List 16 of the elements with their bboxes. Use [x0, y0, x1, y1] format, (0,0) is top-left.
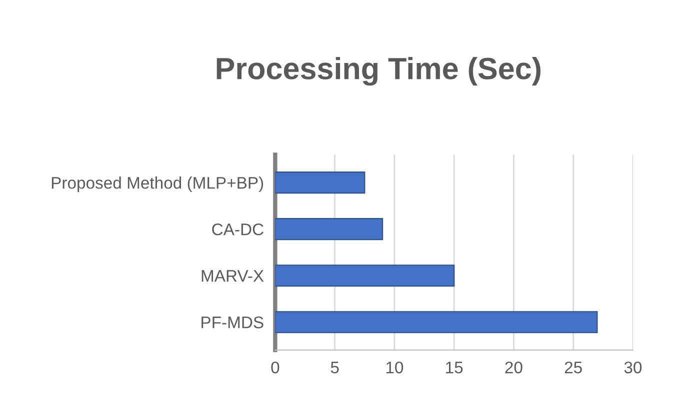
x-tick-label: 15	[446, 362, 463, 374]
y-tick-label: MARV-X	[202, 270, 264, 282]
x-tick-label: 25	[564, 362, 582, 374]
x-tick-label: 20	[505, 362, 522, 374]
x-tick-label: 0	[271, 362, 280, 374]
x-tick-label: 30	[624, 362, 642, 374]
bar	[275, 264, 455, 287]
y-tick-label: CA-DC	[212, 223, 264, 236]
bar	[275, 218, 384, 240]
chart-title: Processing Time (Sec)	[216, 56, 540, 86]
y-tick-label: Proposed Method (MLP+BP)	[52, 176, 264, 192]
bar	[275, 311, 598, 334]
x-tick-label: 5	[330, 362, 339, 374]
y-tick-label: PF-MDS	[202, 316, 264, 328]
x-tick-label: 10	[386, 362, 404, 374]
bar	[275, 172, 366, 194]
